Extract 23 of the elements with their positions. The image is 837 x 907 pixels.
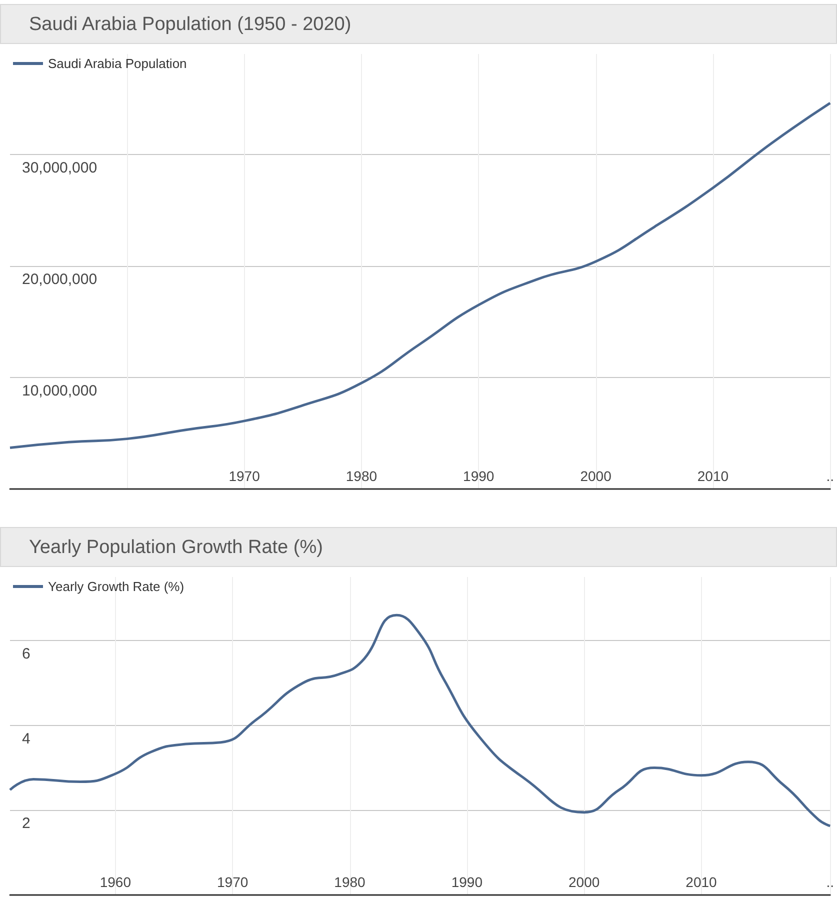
y-tick-label: 2: [22, 815, 30, 832]
x-tick-label: 2000: [568, 874, 600, 890]
x-tick-label: 1980: [334, 874, 366, 890]
y-tick-label: 6: [22, 646, 30, 663]
legend-label: Saudi Arabia Population: [48, 56, 187, 71]
x-tick-label: ..: [826, 874, 834, 890]
x-tick-label: 1990: [463, 468, 494, 484]
legend-label: Yearly Growth Rate (%): [48, 579, 184, 594]
y-tick-label: 4: [22, 730, 30, 748]
chart-title: Saudi Arabia Population (1950 - 2020): [0, 4, 837, 44]
y-tick-label: 10,000,000: [22, 382, 98, 400]
x-tick-label: 1970: [228, 468, 260, 484]
x-tick-label: 1970: [217, 874, 248, 890]
x-tick-label: 2000: [580, 468, 612, 484]
x-tick-label: 2010: [686, 874, 718, 890]
x-tick-label: ..: [826, 468, 834, 484]
x-tick-label: 1980: [346, 468, 378, 484]
x-tick-label: 1990: [451, 874, 483, 890]
x-tick-label: 1960: [100, 874, 132, 890]
y-tick-label: 20,000,000: [22, 270, 98, 288]
y-tick-label: 30,000,000: [22, 159, 98, 176]
x-tick-label: 2010: [697, 468, 729, 484]
chart-title: Yearly Population Growth Rate (%): [0, 527, 837, 567]
